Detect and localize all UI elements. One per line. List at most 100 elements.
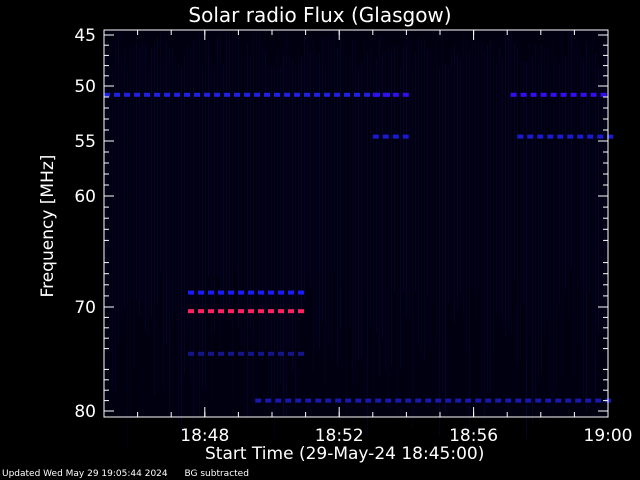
noise-streak <box>451 54 452 297</box>
noise-streak <box>295 65 296 410</box>
noise-streak <box>262 45 263 361</box>
noise-streak <box>379 35 380 378</box>
noise-streak <box>478 43 479 292</box>
noise-streak <box>523 60 524 306</box>
band-dash <box>334 92 340 97</box>
noise-streak <box>421 39 422 353</box>
noise-streak <box>157 35 158 303</box>
noise-streak <box>448 66 449 302</box>
footer: Updated Wed May 29 19:05:44 2024 BG subt… <box>2 469 263 479</box>
noise-streak <box>250 55 251 330</box>
noise-streak <box>589 58 590 293</box>
band-dash <box>264 92 270 97</box>
noise-streak <box>517 47 518 365</box>
noise-streak <box>127 67 128 450</box>
noise-streak <box>226 32 227 308</box>
band-dash <box>214 92 220 97</box>
band-dash <box>505 398 512 403</box>
band-dash <box>294 92 300 97</box>
band-dash <box>208 351 214 356</box>
noise-streak <box>265 51 266 349</box>
noise-streak <box>598 65 599 334</box>
noise-streak <box>406 43 407 315</box>
band-dash <box>517 134 524 139</box>
noise-streak <box>181 67 182 433</box>
noise-streak <box>400 66 401 369</box>
noise-streak <box>535 45 536 400</box>
band-dash <box>238 351 244 356</box>
noise-streak <box>220 30 221 347</box>
band-dash <box>344 92 350 97</box>
noise-streak <box>160 33 161 274</box>
noise-streak <box>460 58 461 293</box>
band-dash <box>164 92 170 97</box>
noise-streak <box>118 33 119 343</box>
band-dash <box>535 398 542 403</box>
band-dash <box>268 290 274 295</box>
noise-streak <box>409 32 410 319</box>
noise-streak <box>124 49 125 309</box>
band-dash <box>325 398 332 403</box>
band-dash <box>198 351 204 356</box>
band-dash <box>275 398 282 403</box>
band-dash <box>198 309 204 314</box>
band-dash <box>274 92 280 97</box>
band-dash <box>305 398 312 403</box>
noise-streak <box>484 50 485 421</box>
y-tick-label: 60 <box>74 187 96 207</box>
noise-streak <box>514 42 515 280</box>
noise-streak <box>565 56 566 290</box>
noise-streak <box>214 64 215 333</box>
band-dash <box>570 92 577 97</box>
band-dash <box>248 351 254 356</box>
noise-streak <box>223 63 224 319</box>
band-dash <box>537 134 544 139</box>
noise-streak <box>115 41 116 395</box>
noise-streak <box>283 55 284 417</box>
band-dash <box>248 290 254 295</box>
band-dash <box>510 92 517 97</box>
band-dash <box>295 398 302 403</box>
noise-streak <box>331 46 332 358</box>
band-dash <box>580 92 587 97</box>
noise-streak <box>541 43 542 374</box>
band-dash <box>224 92 230 97</box>
noise-streak <box>388 45 389 406</box>
noise-streak <box>178 60 179 426</box>
noise-streak <box>187 42 188 331</box>
band-dash <box>547 134 554 139</box>
noise-streak <box>310 50 311 289</box>
noise-streak <box>196 44 197 368</box>
band-dash <box>255 398 262 403</box>
noise-streak <box>313 37 314 372</box>
band-dash <box>268 351 274 356</box>
band-dash <box>298 309 304 314</box>
noise-streak <box>148 67 149 337</box>
noise-streak <box>574 52 575 380</box>
x-axis-label: Start Time (29-May-24 18:45:00) <box>205 444 485 464</box>
band-dash <box>234 92 240 97</box>
band-dash <box>298 351 304 356</box>
noise-streak <box>577 40 578 346</box>
noise-streak <box>337 48 338 367</box>
noise-streak <box>553 39 554 419</box>
noise-streak <box>556 58 557 390</box>
band-dash <box>265 398 272 403</box>
noise-streak <box>487 44 488 392</box>
band-dash <box>355 398 362 403</box>
noise-streak <box>376 58 377 334</box>
band-dash <box>557 134 564 139</box>
band-dash <box>560 92 567 97</box>
band-dash <box>228 351 234 356</box>
noise-streak <box>328 36 329 344</box>
band-dash <box>545 398 552 403</box>
plot-frame <box>103 29 609 418</box>
noise-streak <box>307 42 308 279</box>
band-dash <box>278 351 284 356</box>
noise-streak <box>334 31 335 273</box>
band-dash <box>188 290 194 295</box>
noise-streak <box>547 50 548 320</box>
noise-streak <box>112 65 113 389</box>
noise-streak <box>190 45 191 385</box>
noise-streak <box>259 31 260 357</box>
